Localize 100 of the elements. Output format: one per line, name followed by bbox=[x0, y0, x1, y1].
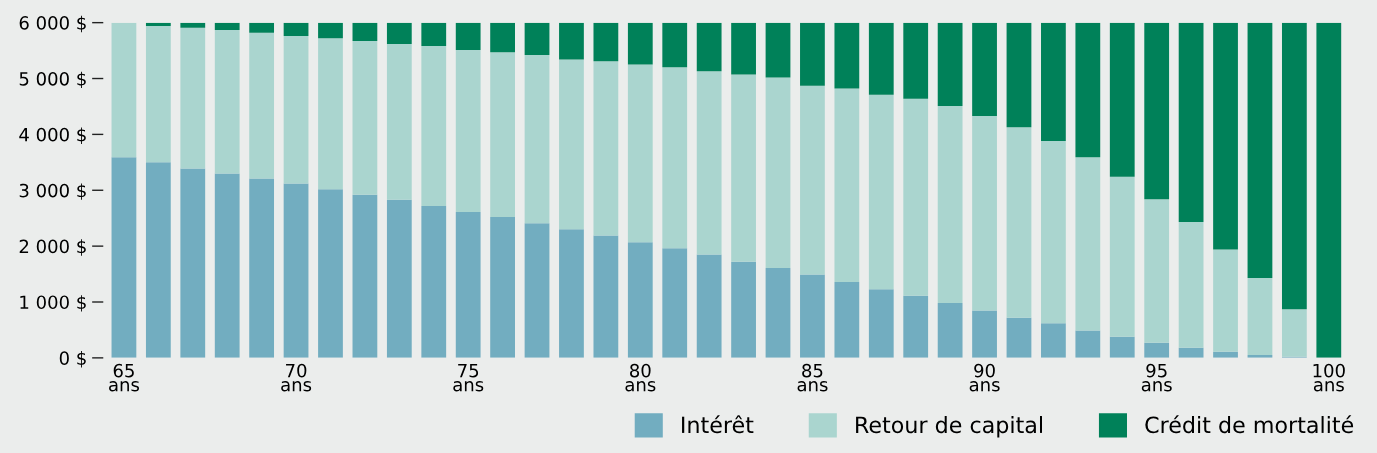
bar bbox=[455, 50, 481, 213]
bar bbox=[1075, 22, 1101, 158]
bar bbox=[800, 22, 825, 86]
bar bbox=[386, 43, 412, 200]
bar bbox=[318, 22, 343, 39]
bar bbox=[593, 235, 619, 358]
bar bbox=[868, 289, 894, 358]
bar bbox=[524, 223, 550, 358]
bar bbox=[145, 162, 171, 358]
bar bbox=[868, 22, 894, 95]
bar bbox=[455, 212, 481, 358]
bar bbox=[490, 217, 515, 358]
bar bbox=[1006, 127, 1032, 318]
y-tick-label: 3 000 $ bbox=[19, 183, 86, 200]
bar bbox=[421, 205, 447, 358]
bar bbox=[180, 27, 206, 169]
bar bbox=[111, 22, 137, 158]
bar bbox=[249, 178, 275, 358]
bar bbox=[283, 22, 309, 37]
bar bbox=[249, 22, 275, 33]
bar bbox=[593, 22, 619, 62]
bar bbox=[1006, 22, 1032, 128]
bar bbox=[145, 26, 171, 163]
x-tick-label: 95 ans bbox=[1141, 363, 1172, 392]
bar bbox=[1213, 249, 1238, 352]
bar bbox=[972, 115, 997, 311]
bar bbox=[145, 22, 171, 26]
bar bbox=[696, 71, 722, 255]
bar bbox=[490, 52, 515, 218]
bar bbox=[559, 229, 584, 358]
legend-label: Intérêt bbox=[682, 415, 754, 434]
bar bbox=[249, 32, 275, 179]
bar bbox=[662, 67, 688, 249]
x-tick-label: 100 ans bbox=[1313, 363, 1345, 392]
bar bbox=[1144, 342, 1170, 358]
bar bbox=[662, 22, 688, 68]
bar bbox=[386, 199, 412, 358]
bar bbox=[1247, 277, 1273, 356]
bar bbox=[1041, 22, 1066, 142]
bar bbox=[800, 274, 825, 358]
y-tick-label: 4 000 $ bbox=[19, 127, 86, 144]
bar bbox=[1213, 22, 1238, 250]
bar bbox=[352, 194, 378, 358]
bar bbox=[834, 88, 860, 282]
bar bbox=[386, 22, 412, 44]
x-tick-label: 80 ans bbox=[625, 363, 656, 392]
y-tick-label: 6 000 $ bbox=[19, 15, 86, 33]
bar bbox=[1281, 309, 1307, 357]
bar bbox=[214, 173, 240, 358]
bar bbox=[180, 22, 206, 28]
bar bbox=[318, 189, 343, 358]
legend-label: Crédit de mortalité bbox=[1145, 415, 1354, 434]
bar bbox=[937, 22, 963, 106]
y-tick-label: 5 000 $ bbox=[19, 71, 86, 89]
bar bbox=[696, 254, 722, 358]
bar bbox=[800, 85, 825, 275]
bar bbox=[1144, 199, 1170, 343]
x-tick-label: 75 ans bbox=[453, 363, 484, 392]
bar bbox=[627, 64, 653, 243]
bar bbox=[1144, 22, 1170, 200]
bar bbox=[1109, 22, 1135, 177]
bar bbox=[627, 242, 653, 358]
bar bbox=[937, 105, 963, 304]
bar bbox=[559, 59, 584, 230]
bar bbox=[834, 22, 860, 89]
bar bbox=[524, 55, 550, 224]
bar bbox=[490, 22, 515, 53]
bar bbox=[627, 22, 653, 65]
y-tick-label: 2 000 $ bbox=[19, 239, 86, 256]
y-tick-label: 1 000 $ bbox=[20, 295, 86, 312]
bar bbox=[1041, 323, 1066, 358]
bar bbox=[180, 168, 206, 358]
bar bbox=[559, 22, 584, 60]
bar bbox=[903, 22, 929, 99]
bar bbox=[1041, 141, 1066, 324]
bar bbox=[1247, 22, 1273, 278]
bar bbox=[1075, 330, 1101, 358]
bar bbox=[662, 248, 688, 358]
bar bbox=[111, 157, 137, 358]
x-tick-label: 70 ans bbox=[281, 363, 312, 392]
bar bbox=[937, 303, 963, 358]
bar bbox=[765, 22, 791, 78]
bar bbox=[731, 22, 756, 75]
bar bbox=[421, 46, 447, 206]
bar bbox=[421, 22, 447, 47]
x-tick-label: 90 ans bbox=[969, 363, 1000, 392]
bar bbox=[696, 22, 722, 72]
x-tick-label: 85 ans bbox=[797, 363, 828, 392]
legend-label: Retour de capital bbox=[856, 416, 1042, 438]
bar bbox=[283, 183, 309, 358]
bar bbox=[318, 38, 343, 190]
bar bbox=[1109, 176, 1135, 337]
bar bbox=[1075, 157, 1101, 331]
bar bbox=[1316, 22, 1342, 358]
bar bbox=[1006, 317, 1032, 358]
bar bbox=[352, 41, 378, 195]
bar bbox=[731, 261, 756, 358]
x-tick-label: 65 ans bbox=[109, 363, 140, 392]
bar bbox=[1178, 222, 1204, 348]
bar bbox=[765, 267, 791, 358]
